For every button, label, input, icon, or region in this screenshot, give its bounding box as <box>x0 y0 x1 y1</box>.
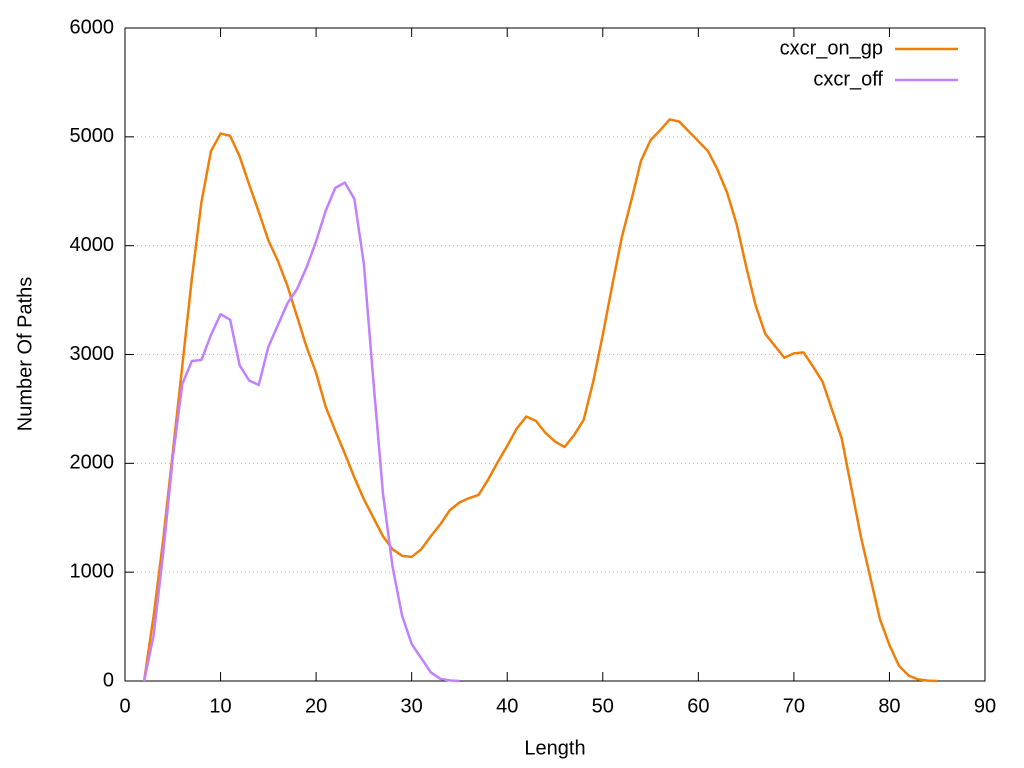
x-axis-label: Length <box>524 737 585 759</box>
legend-label: cxcr_off <box>813 68 883 90</box>
line <box>142 181 460 683</box>
x-tick-label: 80 <box>878 695 900 717</box>
line <box>142 118 938 683</box>
y-tick-label: 3000 <box>70 343 115 365</box>
x-tick-label: 0 <box>119 695 130 717</box>
plot-frame <box>124 27 986 682</box>
x-tick-label: 70 <box>783 695 805 717</box>
x-tick-label: 20 <box>305 695 327 717</box>
x-tick-label: 30 <box>401 695 423 717</box>
y-tick-label: 4000 <box>70 234 115 256</box>
x-tick-label: 40 <box>496 695 518 717</box>
y-tick-label: 1000 <box>70 560 115 582</box>
x-tick-label: 10 <box>209 695 231 717</box>
x-tick-label: 90 <box>974 695 996 717</box>
x-tick-label: 50 <box>592 695 614 717</box>
y-tick-label: 5000 <box>70 125 115 147</box>
legend-label: cxcr_on_gp <box>780 37 883 59</box>
y-tick-label: 0 <box>103 669 114 691</box>
x-tick-label: 60 <box>687 695 709 717</box>
y-tick-label: 6000 <box>70 16 115 38</box>
y-tick-label: 2000 <box>70 452 115 474</box>
y-axis-label: Number Of Paths <box>14 277 36 432</box>
